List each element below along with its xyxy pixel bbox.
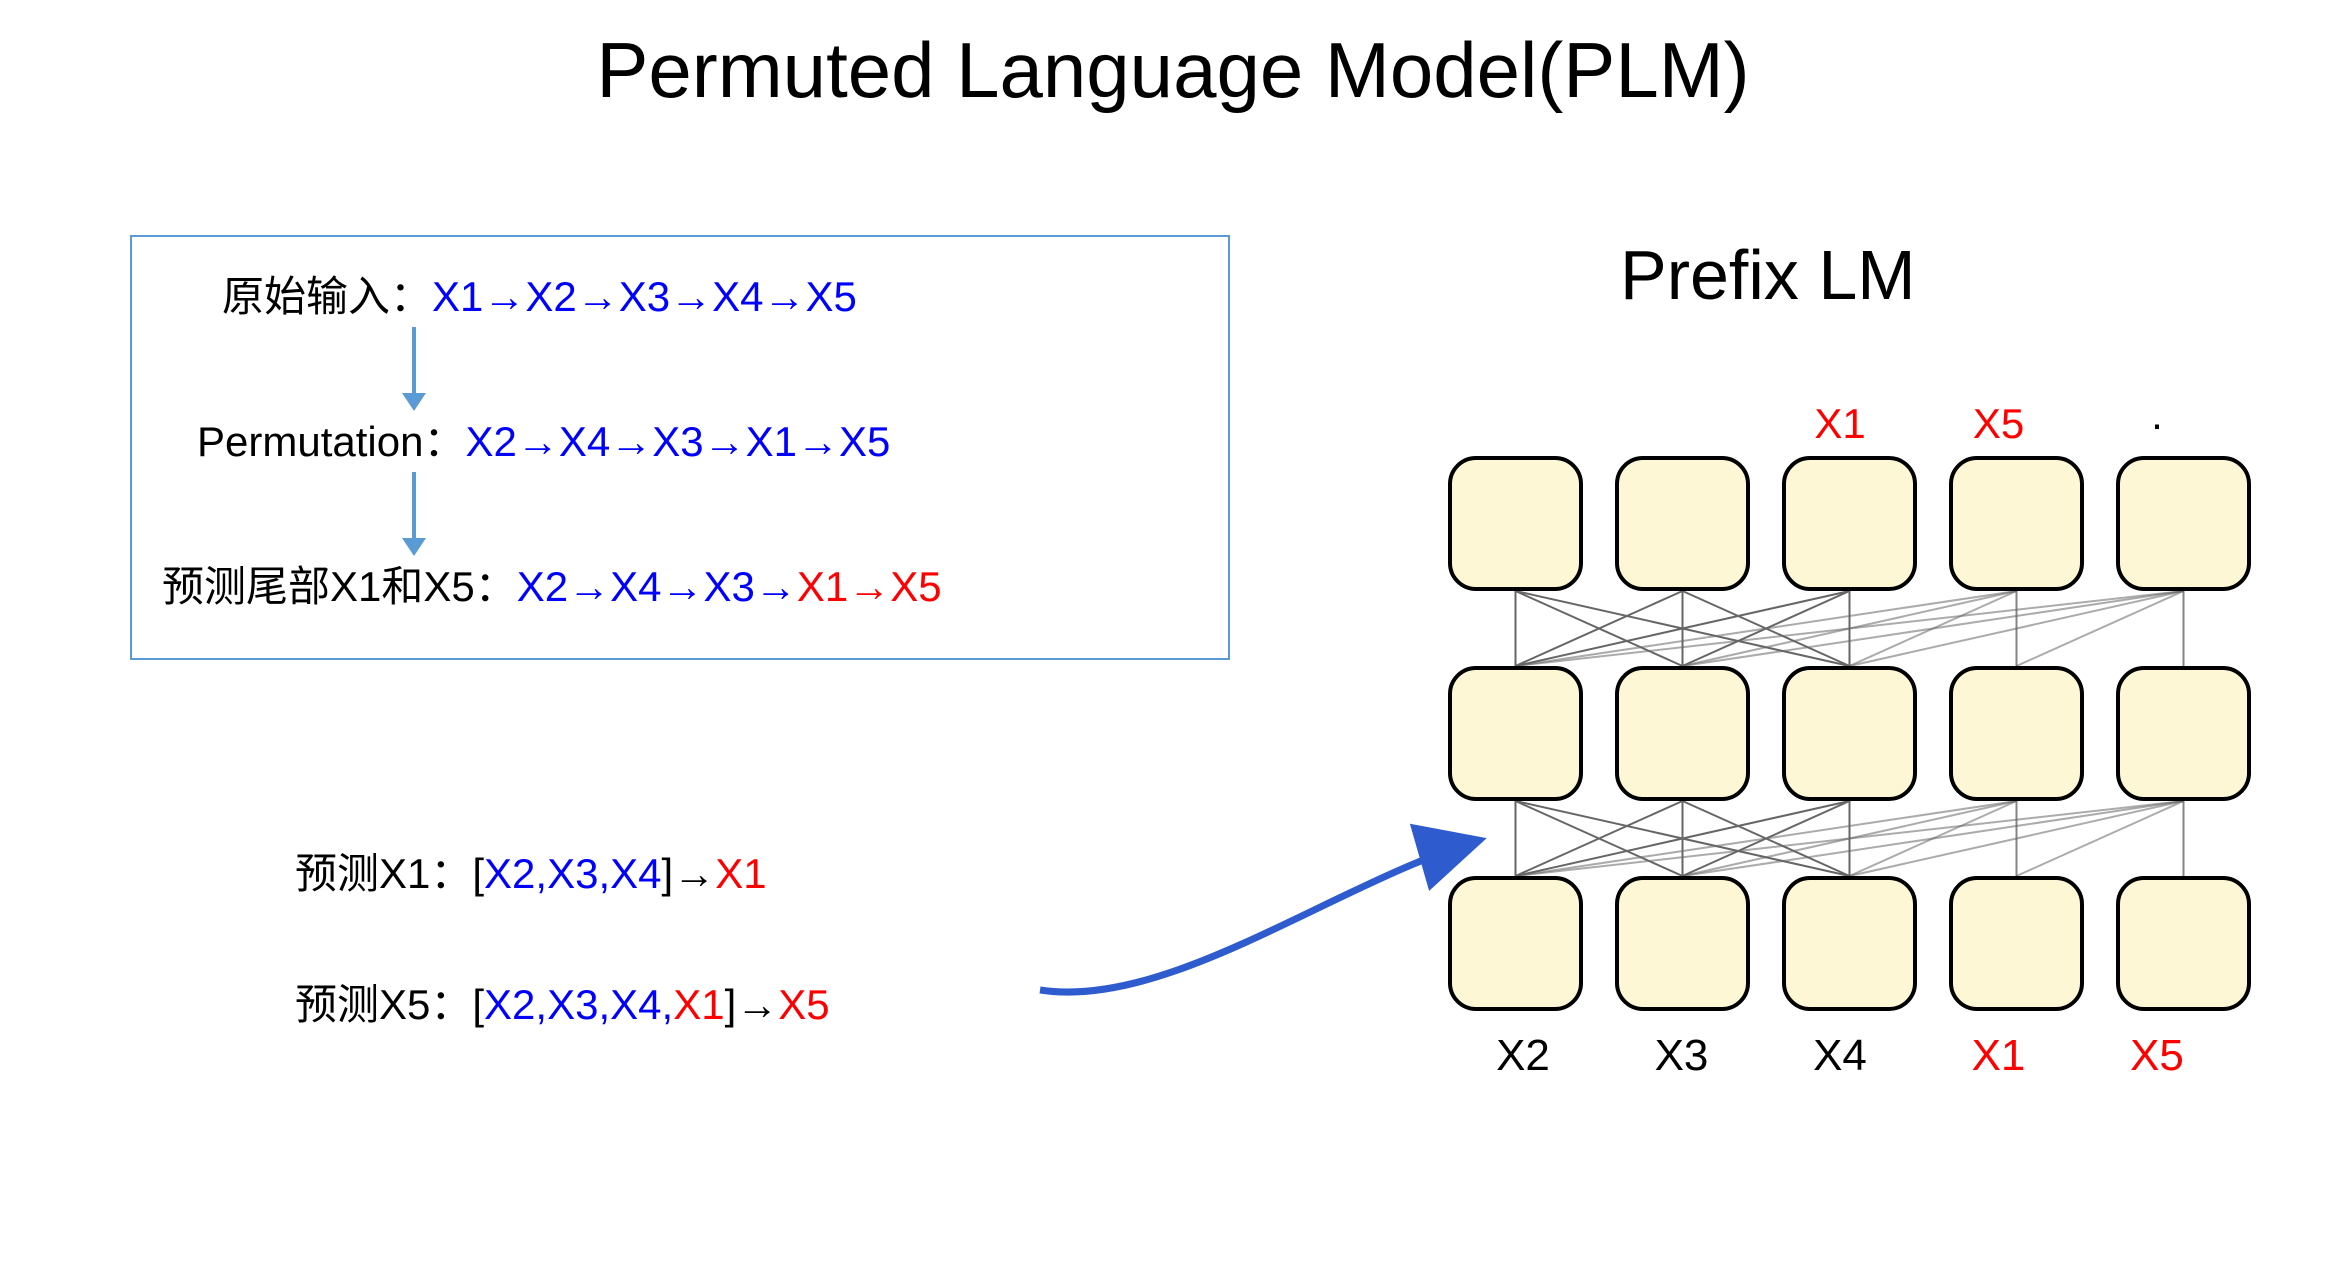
arrow-icon: → (673, 850, 715, 897)
target: X5 (778, 981, 829, 1028)
ctx: X2,X3,X4,X1 (484, 981, 725, 1028)
prefix-bottom-label: X4 (1765, 1031, 1915, 1081)
prefix-lm-grid: X1X5· X2X3X4X1X5 (1430, 400, 2250, 1081)
label: 预测X1： (295, 850, 472, 897)
permutation-box: 原始输入：X1→X2→X3→X4→X5 Permutation：X2→X4→X3… (130, 235, 1230, 660)
prefix-node (1615, 666, 1750, 801)
page-title: Permuted Language Model(PLM) (0, 25, 2346, 116)
label: 原始输入： (222, 273, 432, 320)
seq: X2→X4→X3→X1→X5 (517, 563, 942, 610)
prefix-node (1949, 876, 2084, 1011)
bracket-close: ] (725, 981, 737, 1028)
bracket-close: ] (662, 850, 674, 897)
prefix-top-label: · (2082, 400, 2232, 448)
prefix-node (2116, 876, 2251, 1011)
prefix-node (1782, 876, 1917, 1011)
prefix-bottom-labels: X2X3X4X1X5 (1430, 1031, 2250, 1081)
seq: X2→X4→X3→X1→X5 (465, 418, 890, 465)
label: 预测尾部X1和X5： (162, 563, 517, 610)
curve-arrow-icon (1020, 820, 1500, 1020)
prefix-node (1615, 456, 1750, 591)
predict-x1-line: 预测X1：[X2,X3,X4]→X1 (295, 840, 830, 901)
prefix-node (1782, 666, 1917, 801)
prefix-node (1448, 456, 1583, 591)
prefix-bottom-label: X5 (2082, 1031, 2232, 1081)
down-arrow-icon (412, 327, 416, 397)
prefix-node (1448, 666, 1583, 801)
prediction-block: 预测X1：[X2,X3,X4]→X1 预测X5：[X2,X3,X4,X1]→X5 (295, 840, 830, 1102)
label: Permutation： (197, 418, 465, 465)
bracket-open: [ (472, 981, 484, 1028)
predict-tail-line: 预测尾部X1和X5：X2→X4→X3→X1→X5 (162, 562, 942, 612)
prefix-node (2116, 456, 2251, 591)
bracket-open: [ (472, 850, 484, 897)
label: 预测X5： (295, 981, 472, 1028)
prefix-top-label: X1 (1765, 400, 1915, 448)
prefix-node (1949, 456, 2084, 591)
prefix-node (1782, 456, 1917, 591)
prefix-top-label (1448, 400, 1598, 448)
prefix-top-label (1607, 400, 1757, 448)
prefix-top-labels: X1X5· (1430, 400, 2250, 448)
prefix-node (1448, 876, 1583, 1011)
prefix-bottom-label: X3 (1607, 1031, 1757, 1081)
predict-x5-line: 预测X5：[X2,X3,X4,X1]→X5 (295, 971, 830, 1032)
arrow-icon: → (736, 981, 778, 1028)
prefix-nodes (1430, 456, 2250, 1016)
ctx: X2,X3,X4 (484, 850, 661, 897)
permutation-line: Permutation：X2→X4→X3→X1→X5 (197, 417, 890, 467)
prefix-node (1949, 666, 2084, 801)
prefix-node (1615, 876, 1750, 1011)
prefix-node (2116, 666, 2251, 801)
prefix-bottom-label: X2 (1448, 1031, 1598, 1081)
prefix-bottom-label: X1 (1924, 1031, 2074, 1081)
prefix-lm-title: Prefix LM (1620, 235, 1916, 315)
down-arrow-icon (412, 472, 416, 542)
original-input-line: 原始输入：X1→X2→X3→X4→X5 (222, 272, 857, 322)
prefix-top-label: X5 (1924, 400, 2074, 448)
seq: X1→X2→X3→X4→X5 (432, 273, 857, 320)
target: X1 (715, 850, 766, 897)
